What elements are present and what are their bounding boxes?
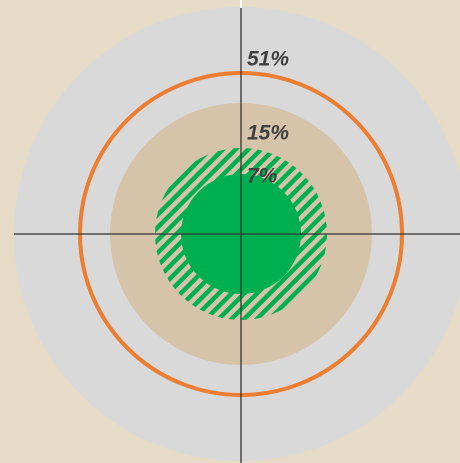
ring-label: 15%	[247, 122, 289, 145]
ring-label: 51%	[247, 48, 289, 71]
ring-label: 7%	[247, 165, 278, 188]
